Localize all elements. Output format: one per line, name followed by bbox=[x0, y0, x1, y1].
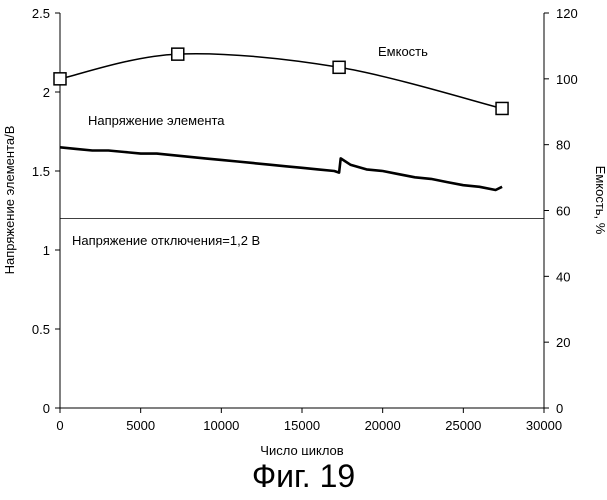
y-left-tick-label: 1.5 bbox=[32, 164, 50, 179]
capacity-series-label: Емкость bbox=[378, 44, 428, 59]
y-right-tick-label: 100 bbox=[556, 72, 578, 87]
y-right-tick-label: 20 bbox=[556, 335, 570, 350]
y-left-tick-label: 2 bbox=[43, 85, 50, 100]
y-left-tick-label: 2.5 bbox=[32, 6, 50, 21]
y-right-tick-label: 40 bbox=[556, 269, 570, 284]
voltage-series-label: Напряжение элемента bbox=[88, 113, 225, 128]
capacity-series-line bbox=[60, 54, 502, 109]
x-tick-label: 10000 bbox=[203, 418, 239, 433]
y-left-tick-label: 0 bbox=[43, 401, 50, 416]
y-right-tick-label: 60 bbox=[556, 204, 570, 219]
x-tick-label: 5000 bbox=[126, 418, 155, 433]
y-right-tick-label: 0 bbox=[556, 401, 563, 416]
capacity-point bbox=[54, 73, 66, 85]
x-tick-label: 20000 bbox=[365, 418, 401, 433]
x-axis-title: Число циклов bbox=[260, 443, 344, 455]
capacity-point bbox=[496, 102, 508, 114]
cutoff-voltage-label: Напряжение отключения=1,2 В bbox=[72, 233, 260, 248]
x-tick-label: 30000 bbox=[526, 418, 562, 433]
capacity-point bbox=[333, 61, 345, 73]
y-left-tick-label: 0.5 bbox=[32, 322, 50, 337]
figure-caption: Фиг. 19 bbox=[0, 458, 607, 495]
capacity-point bbox=[172, 48, 184, 60]
voltage-series-line bbox=[60, 147, 502, 190]
y-axis-left-title: Напряжение элемента/В bbox=[2, 126, 17, 275]
y-right-tick-label: 80 bbox=[556, 138, 570, 153]
x-tick-label: 0 bbox=[56, 418, 63, 433]
x-tick-label: 15000 bbox=[284, 418, 320, 433]
chart: 0 5000 10000 15000 20000 25000 30000 0 0.5 1 1.5 2 2… bbox=[0, 0, 607, 455]
y-right-tick-label: 120 bbox=[556, 6, 578, 21]
x-tick-label: 25000 bbox=[445, 418, 481, 433]
y-axis-right-title: Емкость, % bbox=[593, 166, 607, 235]
y-left-tick-label: 1 bbox=[43, 243, 50, 258]
